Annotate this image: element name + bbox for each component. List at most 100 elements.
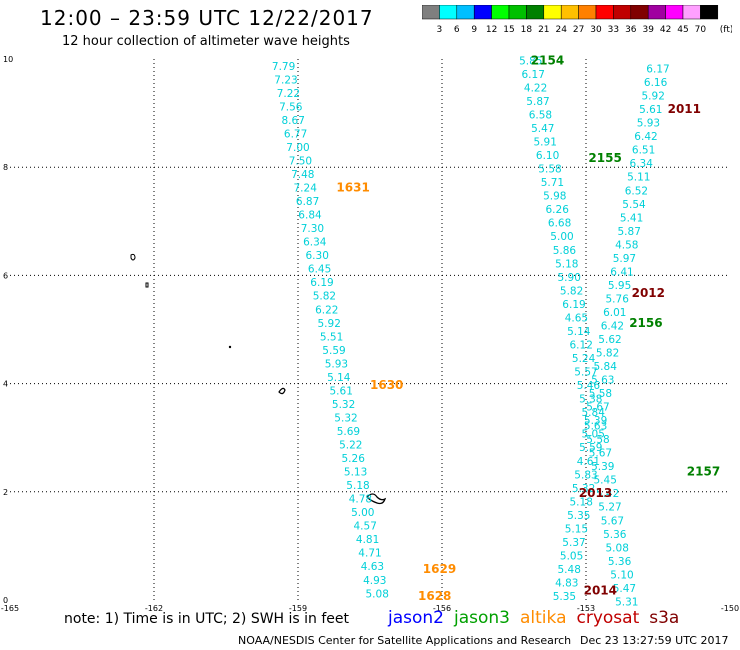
track-altika: 7.797.23 7.227.56 8.676.77 7.007.50 7.48 7.24… bbox=[272, 61, 456, 603]
altimeter-tracks: 7.797.23 7.227.56 8.676.77 7.007.50 7.48 7.24… bbox=[272, 53, 720, 608]
wave-height-value: 7.79 bbox=[272, 61, 295, 73]
colorbar-label: 27 bbox=[573, 25, 584, 35]
track-jason3: 5.856.174.225.876.585.475.916.105.585.71… bbox=[519, 53, 720, 608]
y-tick-label: 0 bbox=[3, 596, 8, 605]
wave-height-value: 6.84 bbox=[298, 210, 322, 222]
wave-height-value: 5.39 bbox=[584, 415, 607, 427]
legend-item-s3a: s3a bbox=[649, 608, 680, 628]
wave-height-value: 6.01 bbox=[603, 307, 626, 319]
wave-height-value: 5.61 bbox=[639, 104, 662, 116]
colorbar-label: 9 bbox=[471, 25, 477, 35]
y-tick-label: 10 bbox=[3, 55, 13, 64]
chart-grid bbox=[10, 59, 730, 600]
wave-height-value: 5.63 bbox=[591, 375, 614, 387]
wave-height-value: 5.86 bbox=[553, 245, 577, 257]
wave-height-value: 6.17 bbox=[646, 64, 669, 76]
wave-height-value: 7.24 bbox=[294, 183, 318, 195]
wave-height-value: 5.11 bbox=[627, 172, 650, 184]
wave-height-value: 5.38 bbox=[579, 394, 602, 406]
wave-height-value: 5.47 bbox=[531, 123, 554, 135]
wave-height-value: 5.00 bbox=[550, 231, 573, 243]
wave-height-value: 5.18 bbox=[346, 480, 369, 492]
wave-height-value: 5.15 bbox=[565, 523, 588, 535]
pass-number-label: 1630 bbox=[370, 378, 403, 392]
x-tick-label: -165 bbox=[1, 604, 19, 613]
wave-height-value: 5.08 bbox=[606, 542, 629, 554]
wave-height-value: 5.32 bbox=[572, 483, 595, 495]
coastline-islands bbox=[130, 253, 387, 505]
wave-height-value: 7.48 bbox=[291, 169, 314, 181]
pass-number-label: 1631 bbox=[336, 181, 369, 195]
colorbar-label: 21 bbox=[538, 25, 549, 35]
chart-axes: -165 -162 -159 -156 -153 -150 0 2 4 6 8 10 bbox=[1, 55, 739, 613]
wave-height-value: 4.63 bbox=[361, 561, 384, 573]
wave-height-value: 4.93 bbox=[363, 575, 386, 587]
wave-height-value: 6.42 bbox=[634, 131, 657, 143]
y-tick-label: 6 bbox=[3, 271, 8, 280]
wave-height-value: 4.71 bbox=[358, 548, 381, 560]
wave-height-value: 5.00 bbox=[351, 507, 374, 519]
wave-height-value: 5.24 bbox=[572, 353, 596, 365]
wave-height-value: 5.57 bbox=[574, 366, 597, 378]
wave-height-value: 5.84 bbox=[582, 407, 606, 419]
y-tick-label: 4 bbox=[3, 380, 8, 389]
wave-height-value: 6.41 bbox=[610, 266, 633, 278]
colorbar-label: 18 bbox=[521, 25, 533, 35]
wave-height-value: 6.16 bbox=[644, 77, 668, 89]
wave-height-value: 5.67 bbox=[601, 515, 624, 527]
pass-number-label: 2157 bbox=[687, 465, 720, 479]
wave-height-value: 5.14 bbox=[567, 326, 591, 338]
satellite-legend: jason2 jason3 altika cryosat s3a bbox=[388, 608, 689, 628]
wave-height-value: 6.51 bbox=[632, 145, 655, 157]
island-outline bbox=[130, 253, 136, 261]
wave-height-value: 5.92 bbox=[642, 91, 665, 103]
wave-height-value: 5.67 bbox=[589, 448, 612, 460]
wave-height-value: 5.18 bbox=[570, 496, 593, 508]
wave-height-value: 6.68 bbox=[548, 218, 571, 230]
wave-height-value: 6.77 bbox=[284, 128, 307, 140]
colorbar-swatch bbox=[700, 5, 719, 20]
colorbar-label: 30 bbox=[590, 25, 602, 35]
wave-height-value: 6.19 bbox=[310, 277, 333, 289]
wave-height-value: 5.45 bbox=[594, 475, 617, 487]
wave-height-value: 5.95 bbox=[608, 280, 631, 292]
wave-height-value: 5.82 bbox=[313, 291, 336, 303]
wave-height-value: 7.50 bbox=[289, 155, 312, 167]
wave-height-value: 5.58 bbox=[589, 388, 612, 400]
wave-height-value: 4.57 bbox=[354, 521, 377, 533]
wave-height-value: 5.47 bbox=[613, 583, 636, 595]
wave-height-value: 5.87 bbox=[618, 226, 641, 238]
wave-height-value: 5.59 bbox=[579, 442, 602, 454]
wave-height-value: 7.22 bbox=[277, 88, 300, 100]
x-tick-label: -162 bbox=[145, 604, 163, 613]
wave-height-value: 5.46 bbox=[577, 380, 601, 392]
pass-number-label: 2154 bbox=[531, 53, 564, 67]
wave-height-value: 5.85 bbox=[519, 55, 542, 67]
wave-height-value: 5.51 bbox=[320, 331, 343, 343]
pass-number-label: 2013 bbox=[579, 486, 612, 500]
colorbar-label: 15 bbox=[503, 25, 514, 35]
wave-height-value: 5.26 bbox=[342, 453, 366, 465]
legend-item-jason3: jason3 bbox=[454, 608, 510, 628]
colorbar-label: 33 bbox=[608, 25, 619, 35]
island-outline bbox=[228, 345, 232, 349]
y-tick-label: 8 bbox=[3, 163, 8, 172]
wave-height-value: 5.93 bbox=[325, 358, 348, 370]
island-outline bbox=[366, 493, 387, 505]
page-title: 12:00 – 23:59 UTC 12/22/2017 bbox=[40, 6, 374, 30]
wave-height-value: 4.65 bbox=[565, 312, 588, 324]
wave-height-value: 5.08 bbox=[366, 588, 389, 600]
pass-number-label: 1629 bbox=[423, 562, 456, 576]
generation-timestamp: Dec 23 13:27:59 UTC 2017 bbox=[580, 634, 729, 647]
wave-height-value: 8.67 bbox=[282, 115, 305, 127]
wave-height-value: 6.58 bbox=[529, 110, 552, 122]
colorbar-label: 24 bbox=[555, 25, 567, 35]
wave-height-value: 5.69 bbox=[337, 426, 360, 438]
wave-height-value: 5.48 bbox=[558, 564, 581, 576]
wave-height-value: 5.39 bbox=[591, 461, 614, 473]
pass-number-label: 2155 bbox=[588, 151, 621, 165]
wave-height-value: 6.26 bbox=[546, 204, 570, 216]
wave-height-value: 5.58 bbox=[538, 164, 561, 176]
wave-height-value: 5.10 bbox=[610, 569, 633, 581]
